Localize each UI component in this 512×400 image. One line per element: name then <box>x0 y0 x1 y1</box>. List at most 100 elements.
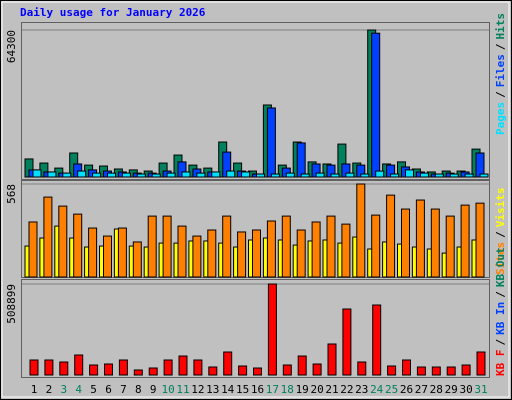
legend: Sites / Visits <box>494 188 507 276</box>
x-tick-label: 3 <box>60 383 67 396</box>
bar <box>401 208 410 278</box>
bar <box>297 355 307 376</box>
bar <box>192 235 202 278</box>
bar <box>416 366 426 376</box>
legend-separator: / <box>494 91 507 98</box>
x-tick-label: 21 <box>325 383 338 396</box>
x-tick-label: 20 <box>310 383 323 396</box>
bar <box>107 172 116 178</box>
bar <box>28 221 38 278</box>
bar <box>177 225 187 278</box>
bar <box>372 304 382 376</box>
bar <box>430 208 440 278</box>
bar <box>73 213 83 278</box>
bar <box>43 196 53 278</box>
bar <box>415 199 425 278</box>
bar <box>208 366 218 376</box>
legend-item: KB In <box>494 302 507 335</box>
bar <box>446 366 456 376</box>
bar <box>460 204 470 278</box>
bar <box>445 215 455 278</box>
bar <box>241 171 251 178</box>
x-tick-label: 13 <box>206 383 219 396</box>
x-tick-label: 31 <box>474 383 487 396</box>
bar <box>226 170 236 178</box>
bar <box>345 172 355 178</box>
y-tick-label: 568 <box>5 184 18 204</box>
bar <box>136 173 146 178</box>
bar <box>360 173 370 178</box>
x-tick-label: 24 <box>370 383 384 396</box>
legend-item: Sites <box>494 242 507 275</box>
bar <box>281 215 291 278</box>
bar <box>296 229 306 278</box>
bar <box>207 229 217 278</box>
bar <box>461 364 471 376</box>
bar <box>166 172 176 178</box>
legend-separator: / <box>494 291 507 298</box>
legend-separator: / <box>494 43 507 50</box>
x-tick-label: 14 <box>221 383 235 396</box>
bar <box>419 172 429 178</box>
panel <box>21 22 490 180</box>
x-tick-label: 29 <box>445 383 458 396</box>
bar <box>196 172 206 178</box>
bar <box>58 205 68 278</box>
bar <box>326 215 336 278</box>
bar <box>77 170 87 178</box>
bar <box>464 173 474 178</box>
bar <box>475 152 485 178</box>
bar <box>256 173 265 178</box>
bar <box>74 354 84 376</box>
x-tick-label: 22 <box>340 383 353 396</box>
bar <box>327 343 337 376</box>
bar <box>371 32 381 178</box>
x-tick-label: 15 <box>236 383 249 396</box>
bar <box>356 183 366 278</box>
y-tick-label: 508899 <box>5 284 18 324</box>
bar <box>449 173 459 178</box>
bar <box>476 351 486 376</box>
bar <box>222 215 232 278</box>
bar <box>330 173 340 178</box>
legend-separator: / <box>494 339 507 346</box>
bar <box>238 365 248 376</box>
bar <box>47 171 57 178</box>
bar <box>266 107 276 178</box>
legend-separator: / <box>494 231 507 238</box>
x-tick-label: 30 <box>459 383 472 396</box>
bar <box>148 367 158 376</box>
x-tick-label: 19 <box>296 383 309 396</box>
bar <box>270 173 280 178</box>
bar <box>285 172 295 178</box>
bar <box>475 202 485 278</box>
bar <box>193 359 203 376</box>
bar <box>178 355 188 376</box>
bar <box>342 308 352 376</box>
bar <box>296 142 306 178</box>
x-tick-label: 25 <box>385 383 398 396</box>
bar <box>117 227 127 278</box>
bar <box>181 171 191 178</box>
bar <box>104 363 113 376</box>
legend-item: Visits <box>494 188 507 228</box>
x-tick-label: 2 <box>46 383 53 396</box>
bar <box>88 227 98 278</box>
bar <box>300 173 310 178</box>
bar <box>162 215 172 278</box>
x-tick-label: 8 <box>135 383 142 396</box>
bar <box>151 173 161 178</box>
legend-item: Files <box>494 54 507 87</box>
bar <box>252 229 261 278</box>
bar <box>44 359 54 376</box>
legend-item: KB Out <box>494 247 507 287</box>
bar <box>357 361 367 376</box>
bar <box>132 241 142 278</box>
bar <box>147 215 157 278</box>
bar <box>223 351 233 376</box>
bar <box>59 361 69 376</box>
bar <box>434 173 444 178</box>
bar <box>32 169 42 178</box>
legend: Pages / Files / Hits <box>494 13 507 135</box>
